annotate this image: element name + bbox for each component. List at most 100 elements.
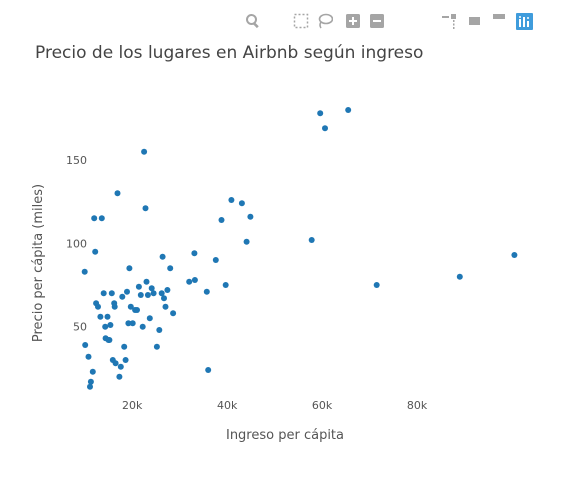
data-point[interactable] <box>89 368 96 375</box>
data-point[interactable] <box>98 215 105 222</box>
data-point[interactable] <box>111 303 118 310</box>
data-point[interactable] <box>143 278 150 285</box>
data-point[interactable] <box>164 287 171 293</box>
data-point[interactable] <box>134 307 140 313</box>
data-point[interactable] <box>104 313 111 320</box>
data-point[interactable] <box>91 215 98 222</box>
y-tick-label: 50 <box>73 321 87 334</box>
x-tick-label: 80k <box>407 399 428 412</box>
y-tick-label: 150 <box>66 154 87 167</box>
data-point[interactable] <box>85 353 92 360</box>
data-point[interactable] <box>82 342 89 348</box>
data-point[interactable] <box>87 378 94 385</box>
modebar-zoom-button[interactable] <box>243 12 262 30</box>
zoom-in-icon <box>345 14 360 28</box>
data-point[interactable] <box>191 277 198 283</box>
data-point[interactable] <box>203 288 210 295</box>
chart-title: Precio de los lugares en Airbnb según in… <box>35 43 423 63</box>
data-point[interactable] <box>247 213 254 220</box>
zoom-icon <box>245 14 259 29</box>
zoom-out-icon <box>369 14 384 28</box>
data-point[interactable] <box>158 290 165 297</box>
data-point[interactable] <box>205 367 212 373</box>
x-axis-title: Ingreso per cápita <box>226 428 344 443</box>
modebar-lasso-select-button[interactable] <box>315 12 334 30</box>
data-point[interactable] <box>108 290 115 297</box>
data-point[interactable] <box>159 253 166 260</box>
data-point[interactable] <box>167 265 174 272</box>
data-point[interactable] <box>308 237 315 243</box>
data-point[interactable] <box>92 248 99 255</box>
data-point[interactable] <box>317 110 324 117</box>
data-point[interactable] <box>373 282 380 288</box>
data-point[interactable] <box>150 290 157 297</box>
data-point[interactable] <box>238 200 245 207</box>
y-axis-title: Precio per cápita (miles) <box>31 184 46 342</box>
data-point[interactable] <box>156 327 163 333</box>
data-point[interactable] <box>186 278 193 285</box>
data-point[interactable] <box>107 322 114 328</box>
data-point[interactable] <box>322 125 328 132</box>
data-point[interactable] <box>100 290 107 297</box>
data-point[interactable] <box>212 257 219 263</box>
data-point[interactable] <box>114 190 121 197</box>
data-point[interactable] <box>122 357 129 363</box>
spike-lines-icon <box>441 14 456 29</box>
data-point[interactable] <box>511 252 518 258</box>
modebar-zoom-out-button[interactable] <box>367 12 386 30</box>
y-axis-ticks: 50 100 150 <box>66 154 87 334</box>
x-tick-label: 20k <box>122 399 143 412</box>
x-axis-ticks: 20k 40k 60k 80k <box>122 399 428 412</box>
modebar-spike-lines-button[interactable] <box>439 12 458 30</box>
data-point[interactable] <box>121 343 128 350</box>
data-point[interactable] <box>142 205 149 212</box>
data-point[interactable] <box>129 320 136 327</box>
modebar-box-select-button[interactable] <box>291 12 310 30</box>
data-point[interactable] <box>222 282 229 288</box>
hover-closest-icon <box>468 17 480 25</box>
data-point[interactable] <box>125 320 132 327</box>
data-points <box>81 107 518 390</box>
lasso-select-icon <box>318 13 333 29</box>
data-point[interactable] <box>81 268 88 275</box>
hover-compare-icon <box>492 14 505 19</box>
x-tick-label: 60k <box>312 399 333 412</box>
data-point[interactable] <box>119 293 126 300</box>
data-point[interactable] <box>112 360 119 367</box>
data-point[interactable] <box>148 285 155 292</box>
modebar-hover-compare-button[interactable] <box>487 12 506 30</box>
data-point[interactable] <box>153 343 160 350</box>
y-tick-label: 100 <box>66 237 87 250</box>
data-point[interactable] <box>146 315 153 322</box>
data-point[interactable] <box>124 288 130 295</box>
data-point[interactable] <box>141 148 148 155</box>
data-point[interactable] <box>191 250 198 257</box>
data-point[interactable] <box>456 273 463 280</box>
data-point[interactable] <box>345 107 352 113</box>
data-point[interactable] <box>117 363 124 370</box>
data-point[interactable] <box>139 323 146 330</box>
data-point[interactable] <box>218 217 225 223</box>
data-point[interactable] <box>87 383 93 390</box>
data-point[interactable] <box>95 303 101 310</box>
modebar-plotly-logo[interactable] <box>515 12 534 30</box>
data-point[interactable] <box>126 265 133 272</box>
data-point[interactable] <box>162 303 169 310</box>
data-point[interactable] <box>127 303 134 310</box>
data-point[interactable] <box>97 313 104 320</box>
data-point[interactable] <box>137 292 144 298</box>
data-point[interactable] <box>170 310 177 317</box>
data-point[interactable] <box>144 292 151 298</box>
data-point[interactable] <box>161 295 167 302</box>
box-select-icon <box>293 13 308 29</box>
modebar-zoom-in-button[interactable] <box>343 12 362 30</box>
data-point[interactable] <box>228 197 235 203</box>
modebar-hover-closest-button[interactable] <box>463 12 482 30</box>
data-point[interactable] <box>102 323 109 330</box>
plotly-logo-icon <box>516 12 533 30</box>
data-point[interactable] <box>135 283 142 290</box>
data-point[interactable] <box>243 238 250 245</box>
data-point[interactable] <box>116 373 123 380</box>
data-point[interactable] <box>106 337 113 343</box>
